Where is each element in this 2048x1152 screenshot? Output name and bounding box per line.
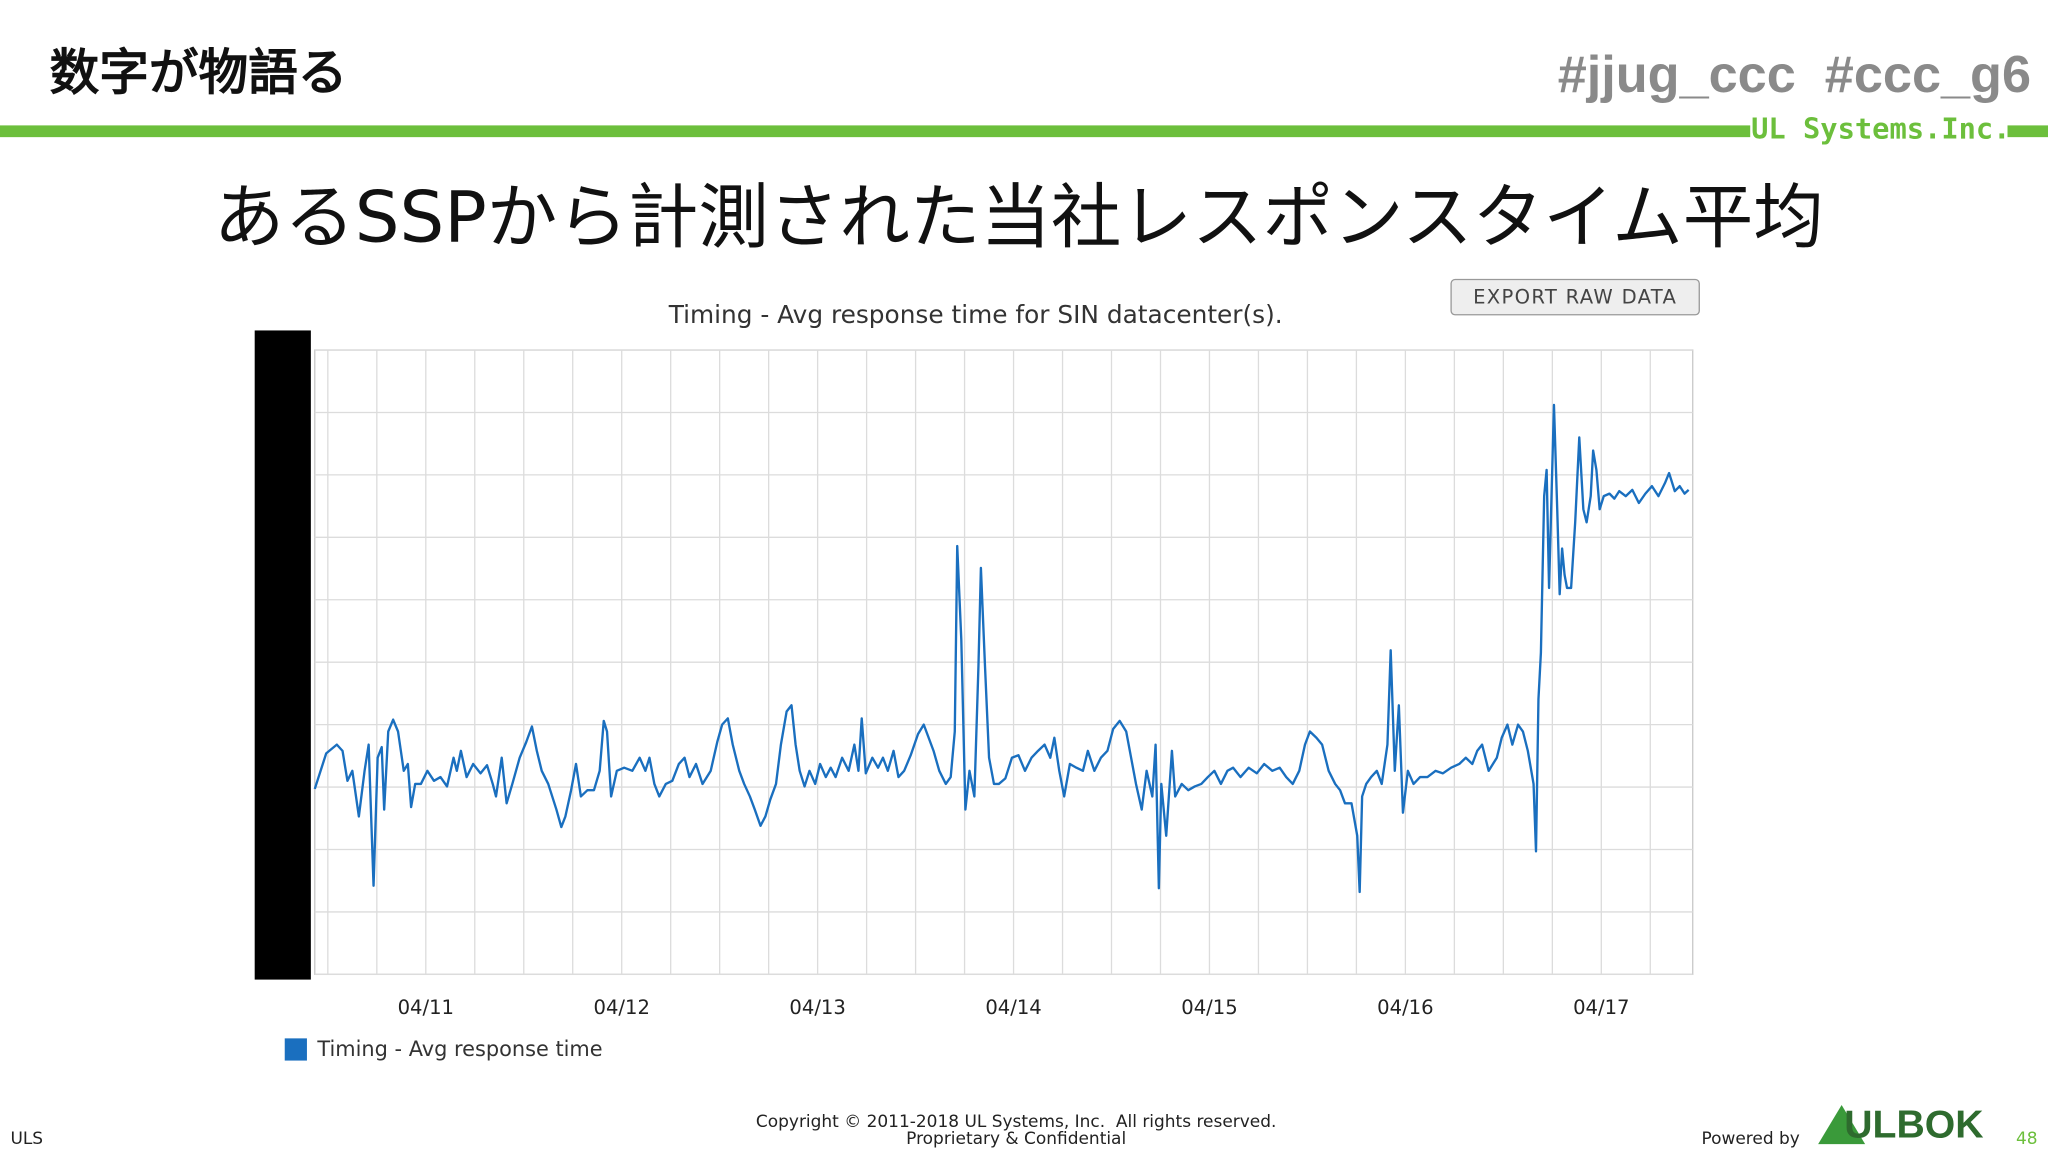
export-button[interactable] (1450, 278, 1700, 316)
header-rule (0, 125, 1751, 138)
x-tick-label: 04/16 (1377, 996, 1433, 1019)
header-title: 数字が物語る (50, 43, 348, 101)
redaction-bar (254, 330, 311, 980)
x-tick-label: 04/15 (1181, 996, 1237, 1019)
header-rule (2007, 125, 2048, 138)
confidential: Proprietary & Confidential (906, 1129, 1126, 1149)
series-line (313, 403, 1690, 894)
page-number: 48 (2016, 1129, 2038, 1149)
legend-swatch (284, 1038, 307, 1061)
brand-icon (1818, 1104, 1866, 1145)
x-tick-label: 04/17 (1573, 996, 1629, 1019)
x-tick-label: 04/12 (594, 996, 650, 1019)
export-button-label[interactable]: EXPORT RAW DATA (1473, 285, 1677, 308)
x-tick-label: 04/13 (789, 996, 845, 1019)
footer-left: ULS (10, 1129, 43, 1149)
hashtags: #jjug_ccc #ccc_g6 (1558, 46, 2031, 104)
slide-title: あるSSPから計測された当社レスポンスタイム平均 (214, 177, 1824, 259)
x-tick-label: 04/11 (398, 996, 454, 1019)
brand: ULBOK (1844, 1104, 1983, 1147)
chart-title: Timing - Avg response time for SIN datac… (668, 300, 1283, 329)
copyright: Copyright © 2011-2018 UL Systems, Inc. A… (756, 1112, 1276, 1132)
powered-by: Powered by (1701, 1129, 1799, 1149)
company-logo: UL Systems.Inc. (1751, 112, 2010, 146)
legend-label: Timing - Avg response time (316, 1037, 602, 1061)
plot-area (313, 349, 1694, 976)
x-tick-label: 04/14 (985, 996, 1041, 1019)
